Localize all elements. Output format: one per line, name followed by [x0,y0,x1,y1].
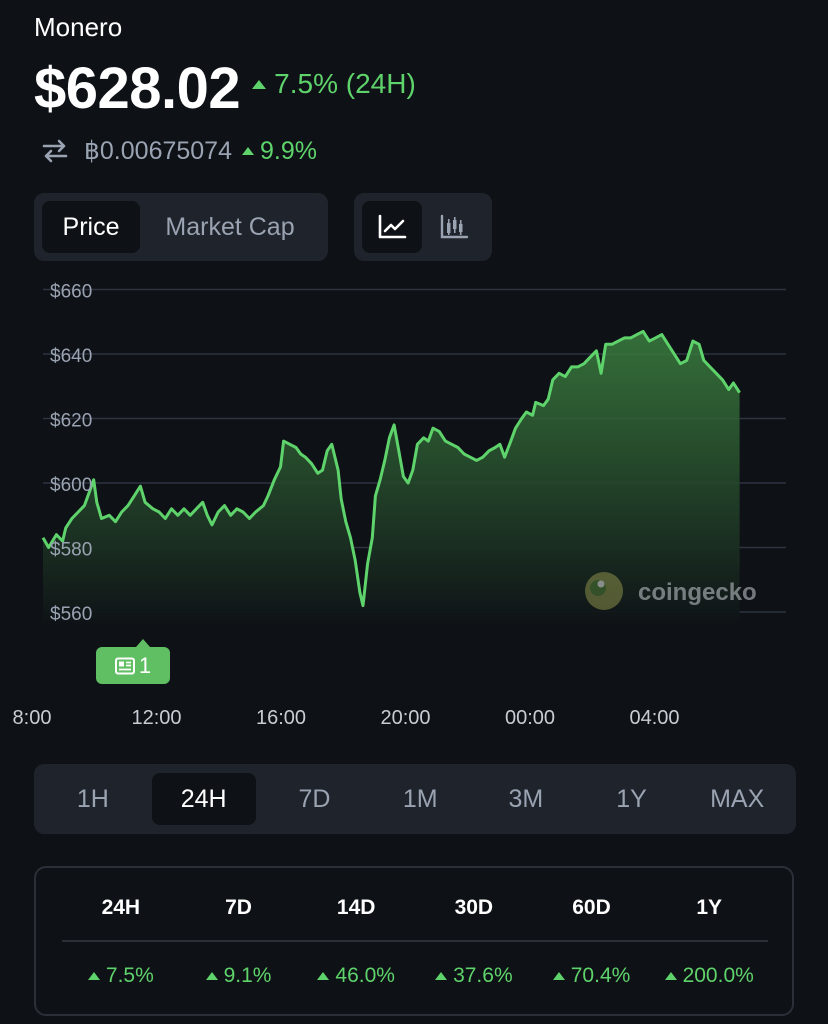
y-tick-label: $660 [50,282,92,303]
performance-table: 24H 7D 14D 30D 60D 1Y 7.5% 9.1% 46.0% 37.6% 70.4%… [34,866,794,1016]
x-tick-label: 8:00 [13,707,52,729]
btc-change-value: 9.9% [260,136,317,165]
perf-value-text: 7.5% [105,964,154,987]
perf-value-1y: 200.0% [650,964,768,988]
y-tick-label: $580 [50,540,92,561]
perf-value-14d: 46.0% [297,964,415,988]
up-arrow-icon [664,972,677,980]
performance-values-row: 7.5% 9.1% 46.0% 37.6% 70.4% 200.0% [62,964,768,988]
btc-price-row: ฿0.00675074 9.9% [40,136,317,166]
x-tick-label: 20:00 [380,707,430,729]
up-arrow-icon [435,972,448,980]
performance-header-row: 24H 7D 14D 30D 60D 1Y [62,896,768,920]
time-range-selector: 1H 24H 7D 1M 3M 1Y MAX [34,764,796,834]
news-count: 1 [138,652,152,678]
perf-value-30d: 37.6% [415,964,533,988]
candlestick-icon [440,214,469,239]
coin-name: Monero [34,12,123,42]
line-chart-icon [378,214,407,239]
range-1h-button[interactable]: 1H [76,784,109,813]
news-badge[interactable]: 1 [96,639,170,684]
chart-type-toggle [354,193,492,261]
swap-icon[interactable] [40,138,70,164]
price-area-fill [43,331,740,628]
perf-value-text: 70.4% [570,964,631,987]
up-arrow-icon [317,972,330,980]
price-change-value: 7.5% (24H) [274,68,416,99]
up-arrow-icon [252,79,267,89]
newspaper-icon [114,657,135,674]
up-arrow-icon [87,972,100,980]
y-tick-label: $640 [50,346,92,367]
candlestick-chart-button[interactable] [424,201,484,253]
coingecko-watermark: coingecko [585,572,757,610]
price-change-24h: 7.5% (24H) [252,68,416,100]
x-tick-label: 12:00 [131,707,181,729]
current-price: $628.02 [34,56,241,121]
up-arrow-icon [552,972,565,980]
price-line [41,329,741,608]
perf-header-30d: 30D [454,896,494,919]
price-row: $628.02 7.5% (24H) [34,56,416,122]
up-arrow-icon [242,147,254,155]
x-tick-label: 16:00 [256,707,306,729]
range-max-button[interactable]: MAX [710,784,765,813]
perf-header-60d: 60D [572,896,611,919]
y-tick-label: $560 [50,604,92,625]
perf-value-text: 200.0% [682,964,754,987]
price-chart[interactable]: $560 $580 $600 $620 $640 $660 8:00 12:00 16:00 2… [0,270,828,740]
perf-value-text: 46.0% [335,964,395,987]
line-chart-button[interactable] [362,201,422,253]
price-marketcap-toggle: Price Market Cap [34,193,328,261]
y-tick-label: $620 [50,411,92,432]
up-arrow-icon [205,972,218,980]
perf-header-24h: 24H [101,896,141,919]
perf-header-1y: 1Y [696,896,723,919]
btc-price: ฿0.00675074 [84,137,232,165]
range-7d-button[interactable]: 7D [298,784,331,813]
range-24h-button[interactable]: 24H [151,773,256,825]
perf-value-text: 37.6% [453,964,513,987]
perf-header-7d: 7D [225,896,252,919]
market-cap-tab[interactable]: Market Cap [165,212,295,241]
price-tab[interactable]: Price [42,201,140,253]
perf-value-7d: 9.1% [180,964,298,988]
x-tick-label: 00:00 [505,707,555,729]
btc-change: 9.9% [242,137,317,166]
price-chart-svg: $560 $580 $600 $620 $640 $660 8:00 12:00 16:00 2… [13,282,786,729]
performance-divider [62,940,768,942]
perf-header-14d: 14D [336,896,376,919]
perf-value-24h: 7.5% [62,964,180,988]
y-tick-label: $600 [50,475,92,496]
perf-value-60d: 70.4% [533,964,651,988]
x-tick-label: 04:00 [629,707,679,729]
range-1y-button[interactable]: 1Y [616,784,647,813]
range-1m-button[interactable]: 1M [402,784,438,813]
perf-value-text: 9.1% [223,964,272,987]
range-3m-button[interactable]: 3M [508,784,544,813]
watermark-text: coingecko [638,579,757,606]
